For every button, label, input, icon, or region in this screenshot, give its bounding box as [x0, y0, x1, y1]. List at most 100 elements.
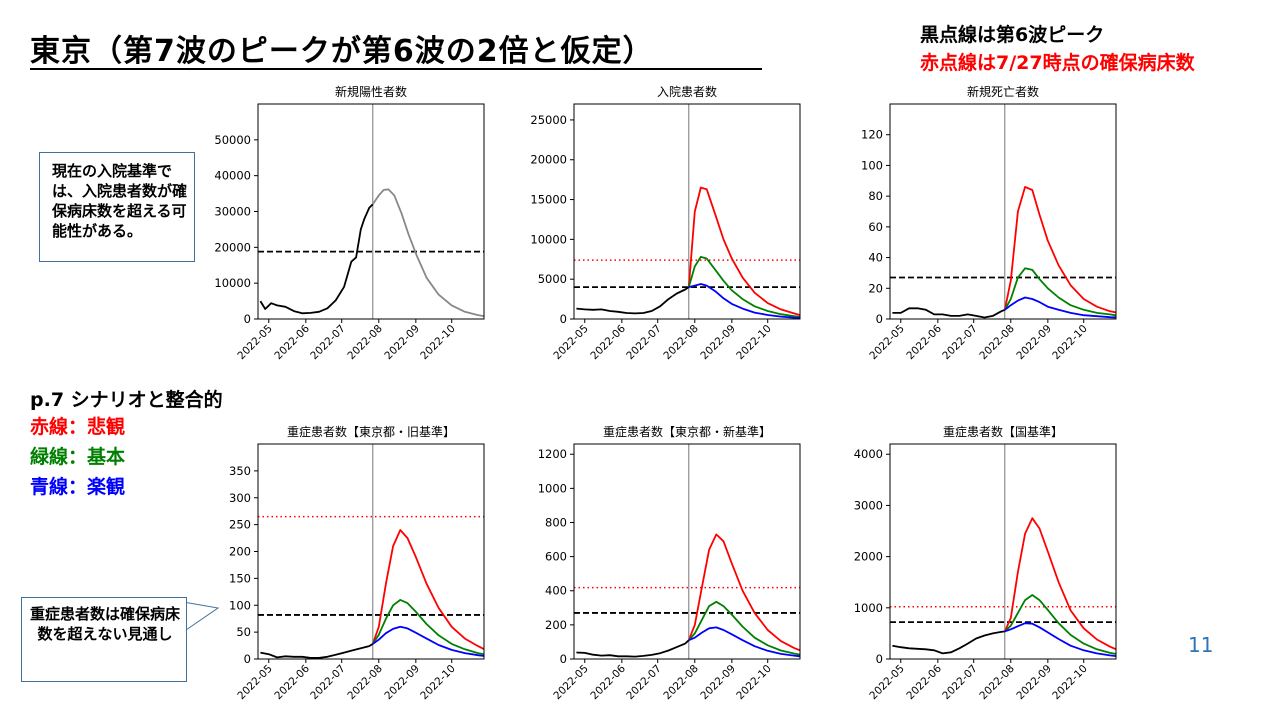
x-tick-label: 2022-05 [235, 663, 275, 703]
plot-frame [889, 443, 1117, 660]
x-tick-label: 2022-06 [588, 322, 628, 362]
x-tick-label: 2022-05 [867, 663, 907, 703]
y-tick-label: 250 [229, 518, 251, 532]
chart-hospitalized: 入院患者数05000100001500020000250002022-05202… [530, 84, 801, 363]
x-tick-label: 2022-09 [382, 663, 422, 703]
x-tick-label: 2022-05 [551, 663, 591, 703]
x-tick-label: 2022-06 [588, 662, 628, 702]
admission-callout: 現在の入院基準では、入院患者数が確保病床数を超える可能性がある。 [39, 152, 195, 262]
x-tick-label: 2022-08 [977, 663, 1017, 703]
series-line-blue [1004, 622, 1116, 658]
plot-frame [257, 443, 485, 660]
plot-frame [573, 443, 801, 660]
x-tick-label: 2022-07 [624, 663, 664, 703]
y-tick-label: 20000 [214, 240, 251, 254]
y-tick-label: 600 [545, 550, 567, 564]
series-line-red [687, 533, 800, 652]
slide-title: 東京（第7波のピークが第6波の2倍と仮定） [30, 34, 654, 69]
x-tick-label: 2022-08 [661, 323, 701, 363]
plot-frame [889, 103, 1117, 320]
chart-severe-tokyo-new: 重症患者数【東京都・新基準】 0 200 400 600 800 1000 1200 2022-… [538, 424, 801, 703]
y-tick-label: 1000 [854, 601, 883, 615]
series-line-green [1004, 594, 1116, 655]
y-tick-label: 50 [236, 625, 251, 639]
severe-callout: 重症患者数は確保病床数を超えない見通し [21, 597, 187, 682]
chart-title: 入院患者数 [657, 84, 717, 99]
red-dotted-note: 赤点線は7/27時点の確保病床数 [920, 52, 1195, 74]
x-tick-label: 2022-10 [418, 323, 458, 363]
series-line-red [1003, 517, 1116, 651]
plot-frame [257, 103, 485, 320]
series-line-blue [688, 626, 800, 658]
y-tick-label: 20 [868, 281, 883, 295]
y-tick-label: 60 [868, 220, 883, 234]
x-tick-label: 2022-09 [698, 663, 738, 703]
series-line-black [259, 203, 374, 315]
x-tick-label: 2022-05 [235, 323, 275, 363]
x-tick-label: 2022-06 [904, 662, 944, 702]
series-line-green [372, 598, 484, 656]
x-tick-label: 2022-07 [308, 323, 348, 363]
y-tick-label: 1200 [538, 447, 567, 461]
series-line-blue [372, 625, 484, 657]
y-tick-label: 40 [868, 251, 883, 265]
legend-red: 赤線：悲観 [30, 416, 126, 438]
x-tick-label: 2022-07 [624, 323, 664, 363]
chart-new-deaths: 新規死亡者数0204060801001202022-052022-062022-… [861, 84, 1117, 363]
x-tick-label: 2022-10 [1050, 323, 1090, 363]
y-tick-label: 350 [229, 464, 251, 478]
y-tick-label: 10000 [214, 276, 251, 290]
series-line-blue [688, 283, 800, 319]
series-line-green [1004, 267, 1116, 317]
y-tick-label: 3000 [854, 498, 883, 512]
x-tick-label: 2022-05 [551, 323, 591, 363]
series-line-black [892, 307, 1006, 319]
x-tick-label: 2022-06 [272, 662, 312, 702]
series-line-black [576, 286, 690, 315]
legend-green: 緑線：基本 [30, 446, 126, 468]
y-tick-label: 300 [229, 491, 251, 505]
chart-title: 新規死亡者数 [967, 84, 1039, 99]
y-tick-label: 50000 [214, 133, 251, 147]
x-tick-label: 2022-08 [977, 323, 1017, 363]
y-tick-label: 120 [861, 128, 883, 142]
y-tick-label: 80 [868, 189, 883, 203]
series-line-gray [372, 188, 484, 318]
series-line-black [260, 643, 374, 659]
chart-severe-tokyo-old: 重症患者数【東京都・旧基準】 0 50 100 150 200 250 300 350 2022-… [229, 424, 485, 703]
y-tick-label: 0 [876, 312, 883, 326]
y-tick-label: 0 [560, 312, 567, 326]
y-tick-label: 200 [229, 545, 251, 559]
y-tick-label: 4000 [854, 447, 883, 461]
y-tick-label: 40000 [214, 169, 251, 183]
y-tick-label: 800 [545, 515, 567, 529]
y-tick-label: 2000 [854, 550, 883, 564]
x-tick-label: 2022-08 [661, 663, 701, 703]
chart-title: 重症患者数【国基準】 [943, 424, 1063, 439]
x-tick-label: 2022-07 [940, 323, 980, 363]
page-number: 11 [1188, 633, 1214, 657]
scenario-ref: p.7 シナリオと整合的 [30, 389, 223, 411]
y-tick-label: 0 [244, 652, 251, 666]
chart-title: 新規陽性者数 [335, 84, 407, 99]
title-underline [30, 68, 762, 70]
y-tick-label: 200 [545, 618, 567, 632]
y-tick-label: 0 [244, 312, 251, 326]
x-tick-label: 2022-09 [698, 323, 738, 363]
series-line-black [576, 639, 690, 658]
chart-title: 重症患者数【東京都・旧基準】 [287, 424, 455, 439]
x-tick-label: 2022-07 [940, 663, 980, 703]
y-tick-label: 400 [545, 584, 567, 598]
chart-title: 重症患者数【東京都・新基準】 [603, 424, 771, 439]
series-line-green [687, 255, 800, 318]
x-tick-label: 2022-09 [382, 323, 422, 363]
y-tick-label: 0 [876, 652, 883, 666]
y-tick-label: 100 [861, 158, 883, 172]
plot-frame [573, 103, 801, 320]
y-tick-label: 20000 [530, 153, 567, 167]
series-line-blue [1004, 296, 1116, 319]
y-tick-label: 30000 [214, 205, 251, 219]
y-tick-label: 15000 [530, 193, 567, 207]
series-line-red [687, 186, 800, 317]
black-dotted-note: 黒点線は第6波ピーク [920, 24, 1105, 46]
